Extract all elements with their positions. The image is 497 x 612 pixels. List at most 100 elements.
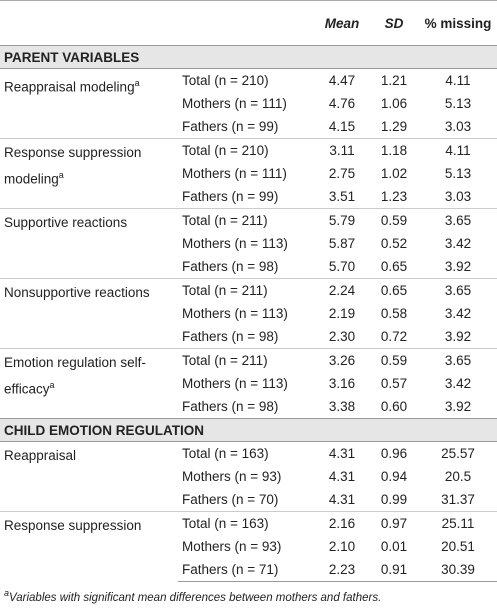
sd-cell: 1.23 <box>380 189 408 204</box>
mean-cell: 5.87 <box>328 236 356 251</box>
variable-cell: Response suppression <box>0 511 178 582</box>
mean-cell: 4.47 <box>328 73 356 88</box>
variable-cell: Response suppression modelinga <box>0 138 178 209</box>
data-row: Fathers (n = 70) 4.31 0.99 31.37 <box>0 488 497 512</box>
data-row: Supportive reactions Total (n = 211) 5.79 0… <box>0 208 497 279</box>
sd-cell: 0.52 <box>380 236 408 251</box>
mean-cell: 2.19 <box>328 306 356 321</box>
group-cell: Mothers (n = 113) <box>182 376 288 391</box>
group-cell: Total (n = 211) <box>178 208 315 232</box>
sd-cell: 0.96 <box>380 446 408 461</box>
group-cell: Fathers (n = 99) <box>182 189 279 204</box>
missing-cell: 3.65 <box>419 348 497 372</box>
data-row: Mothers (n = 93) 2.10 0.01 20.51 <box>0 535 497 558</box>
variable-name: Supportive reactions <box>4 215 128 230</box>
variable-name: Nonsupportive reactions <box>4 285 150 300</box>
group-cell: Fathers (n = 98) <box>182 399 279 414</box>
group-cell: Fathers (n = 71) <box>178 558 315 582</box>
sd-cell: 0.65 <box>380 259 408 274</box>
missing-cell: 25.11 <box>419 511 497 535</box>
mean-cell: 5.70 <box>328 259 356 274</box>
sd-cell: 0.94 <box>380 469 408 484</box>
sd-cell: 0.59 <box>369 348 419 372</box>
variable-cell: Supportive reactions <box>0 208 178 279</box>
mean-cell: 2.30 <box>328 329 356 344</box>
data-row: Reappraisal Total (n = 163) 4.31 0.96 25.57 <box>0 442 497 466</box>
missing-cell: 4.11 <box>445 73 471 88</box>
section-title: PARENT VARIABLES <box>0 45 497 69</box>
section-title: CHILD EMOTION REGULATION <box>0 418 497 442</box>
mean-cell: 2.10 <box>328 539 356 554</box>
column-header: % missing <box>419 0 497 46</box>
data-row: Fathers (n = 99) 4.15 1.29 3.03 <box>0 115 497 139</box>
footnote: aVariables with significant mean differe… <box>0 582 497 604</box>
missing-cell: 3.92 <box>444 329 472 344</box>
missing-cell: 5.13 <box>444 96 472 111</box>
note-mark: a <box>49 380 55 390</box>
missing-cell: 25.57 <box>441 446 475 461</box>
mean-cell: 3.11 <box>315 138 369 162</box>
data-table: Mean SD % missing PARENT VARIABLES Reappr… <box>0 0 497 582</box>
header-row: Mean SD % missing <box>0 0 497 46</box>
group-cell: Mothers (n = 111) <box>182 166 287 181</box>
blank-header <box>178 0 315 46</box>
data-row: Mothers (n = 113) 5.87 0.52 3.42 <box>0 232 497 255</box>
missing-cell: 3.65 <box>419 278 497 302</box>
group-cell: Total (n = 211) <box>178 348 315 372</box>
mean-cell: 4.31 <box>328 446 356 461</box>
group-cell: Mothers (n = 93) <box>182 469 282 484</box>
missing-cell: 3.42 <box>444 376 472 391</box>
missing-cell: 3.42 <box>444 236 472 251</box>
data-row: Mothers (n = 111) 2.75 1.02 5.13 <box>0 162 497 185</box>
variable-name: Response suppression <box>4 518 142 533</box>
column-header: SD <box>369 0 419 46</box>
data-row: Fathers (n = 98) 5.70 0.65 3.92 <box>0 255 497 279</box>
mean-cell: 4.31 <box>328 469 356 484</box>
variable-cell: Nonsupportive reactions <box>0 278 178 349</box>
data-row: Mothers (n = 111) 4.76 1.06 5.13 <box>0 92 497 115</box>
variable-cell: Emotion regulation self-efficacya <box>0 348 178 419</box>
missing-cell: 30.39 <box>419 558 497 582</box>
missing-cell: 3.03 <box>444 119 472 134</box>
group-cell: Mothers (n = 111) <box>182 96 287 111</box>
variable-name: Emotion regulation self-efficacy <box>4 355 146 397</box>
data-row: Response suppression Total (n = 163) 2.16 0… <box>0 511 497 582</box>
footnote-mark: a <box>4 588 10 598</box>
sd-cell: 0.65 <box>369 278 419 302</box>
group-cell: Total (n = 163) <box>182 446 269 461</box>
column-header: Mean <box>315 0 369 46</box>
missing-cell: 3.03 <box>444 189 472 204</box>
sd-cell: 1.06 <box>380 96 408 111</box>
mean-cell: 3.16 <box>328 376 356 391</box>
mean-cell: 3.38 <box>328 399 356 414</box>
missing-cell: 4.11 <box>419 138 497 162</box>
group-cell: Total (n = 163) <box>178 511 315 535</box>
sd-cell: 1.02 <box>380 166 408 181</box>
missing-cell: 5.13 <box>444 166 472 181</box>
mean-cell: 4.15 <box>328 119 356 134</box>
note-mark: a <box>58 170 64 180</box>
sd-cell: 0.72 <box>380 329 408 344</box>
group-cell: Mothers (n = 113) <box>182 236 288 251</box>
sd-cell: 0.57 <box>380 376 408 391</box>
footnote-text: Variables with significant mean differen… <box>9 591 382 604</box>
sd-cell: 1.18 <box>369 138 419 162</box>
variable-name: Response suppression modeling <box>4 145 142 187</box>
data-row: Fathers (n = 98) 2.30 0.72 3.92 <box>0 325 497 349</box>
group-cell: Fathers (n = 99) <box>182 119 279 134</box>
data-row: Reappraisal modelinga Total (n = 210) 4.47… <box>0 69 497 95</box>
data-row: Mothers (n = 113) 2.19 0.58 3.42 <box>0 302 497 325</box>
mean-cell: 4.31 <box>328 492 356 507</box>
mean-cell: 3.26 <box>315 348 369 372</box>
data-row: Mothers (n = 93) 4.31 0.94 20.5 <box>0 465 497 488</box>
data-row: Fathers (n = 71) 2.23 0.91 30.39 <box>0 558 497 582</box>
sd-cell: 1.29 <box>380 119 408 134</box>
data-row: Mothers (n = 113) 3.16 0.57 3.42 <box>0 372 497 395</box>
blank-header <box>0 0 178 46</box>
group-cell: Mothers (n = 113) <box>182 306 288 321</box>
data-row: Nonsupportive reactions Total (n = 211) 2.… <box>0 278 497 349</box>
group-cell: Total (n = 210) <box>178 138 315 162</box>
group-cell: Total (n = 211) <box>178 278 315 302</box>
variable-name: Reappraisal <box>4 448 77 463</box>
